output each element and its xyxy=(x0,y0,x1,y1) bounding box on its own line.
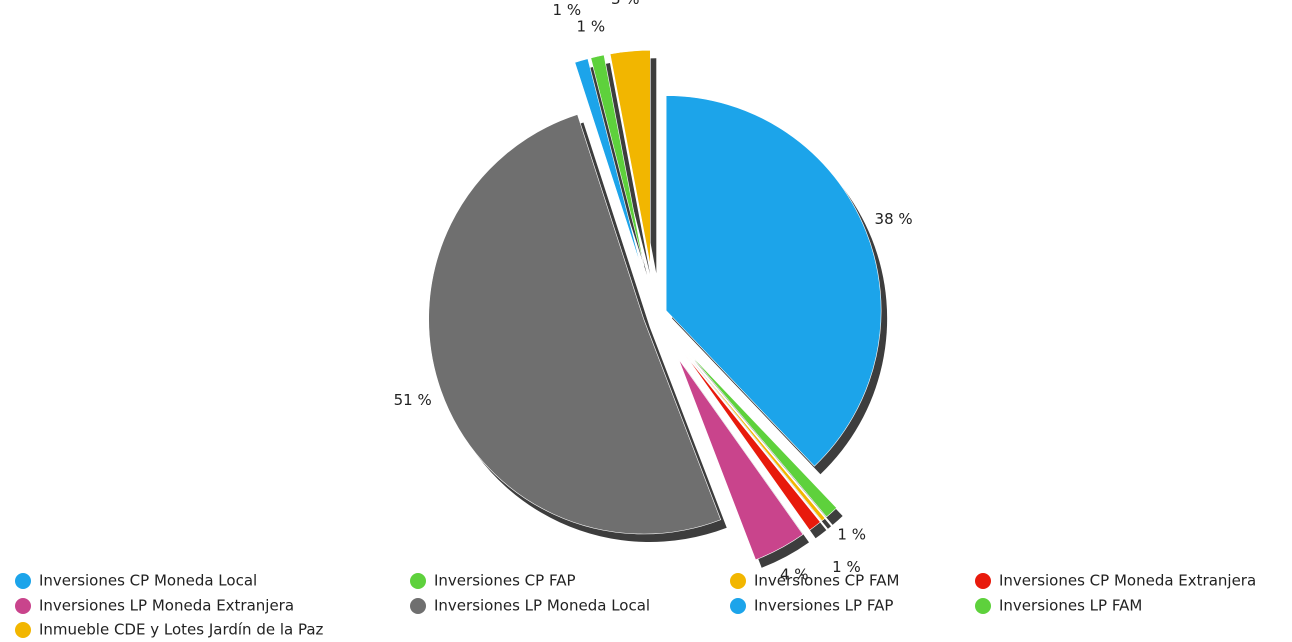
legend-label: Inmueble CDE y Lotes Jardín de la Paz xyxy=(39,621,324,639)
slice xyxy=(428,114,722,535)
legend-label: Inversiones LP FAM xyxy=(999,597,1142,615)
legend-swatch xyxy=(15,598,31,614)
legend-label: Inversiones LP Moneda Extranjera xyxy=(39,597,294,615)
slice xyxy=(678,358,804,561)
slice xyxy=(574,58,642,268)
legend-swatch xyxy=(730,573,746,589)
legend-swatch xyxy=(730,598,746,614)
data-label: 51 % xyxy=(394,391,432,409)
legend-swatch xyxy=(975,598,991,614)
slice xyxy=(609,49,651,266)
legend-label: Inversiones CP FAP xyxy=(434,572,576,590)
legend-label: Inversiones LP Moneda Local xyxy=(434,597,650,615)
legend-label: Inversiones CP Moneda Extranjera xyxy=(999,572,1256,590)
legend-swatch xyxy=(410,598,426,614)
legend-label: Inversiones CP Moneda Local xyxy=(39,572,257,590)
legend-swatch xyxy=(15,622,31,638)
slice xyxy=(688,352,838,518)
legend-swatch xyxy=(975,573,991,589)
slice xyxy=(665,95,882,467)
slice xyxy=(686,353,826,522)
data-label: 1 % xyxy=(553,1,582,19)
data-label: 1 % xyxy=(832,558,861,576)
data-label: 4 % xyxy=(780,566,809,584)
slice xyxy=(684,354,821,531)
legend-swatch xyxy=(15,573,31,589)
legend-label: Inversiones CP FAM xyxy=(754,572,899,590)
legend-swatch xyxy=(410,573,426,589)
slice xyxy=(590,54,645,267)
legend-label: Inversiones LP FAP xyxy=(754,597,893,615)
data-label: 1 % xyxy=(577,18,606,36)
data-label: 38 % xyxy=(875,210,913,228)
data-label: 1 % xyxy=(837,525,866,543)
data-label: 3 % xyxy=(611,0,640,8)
